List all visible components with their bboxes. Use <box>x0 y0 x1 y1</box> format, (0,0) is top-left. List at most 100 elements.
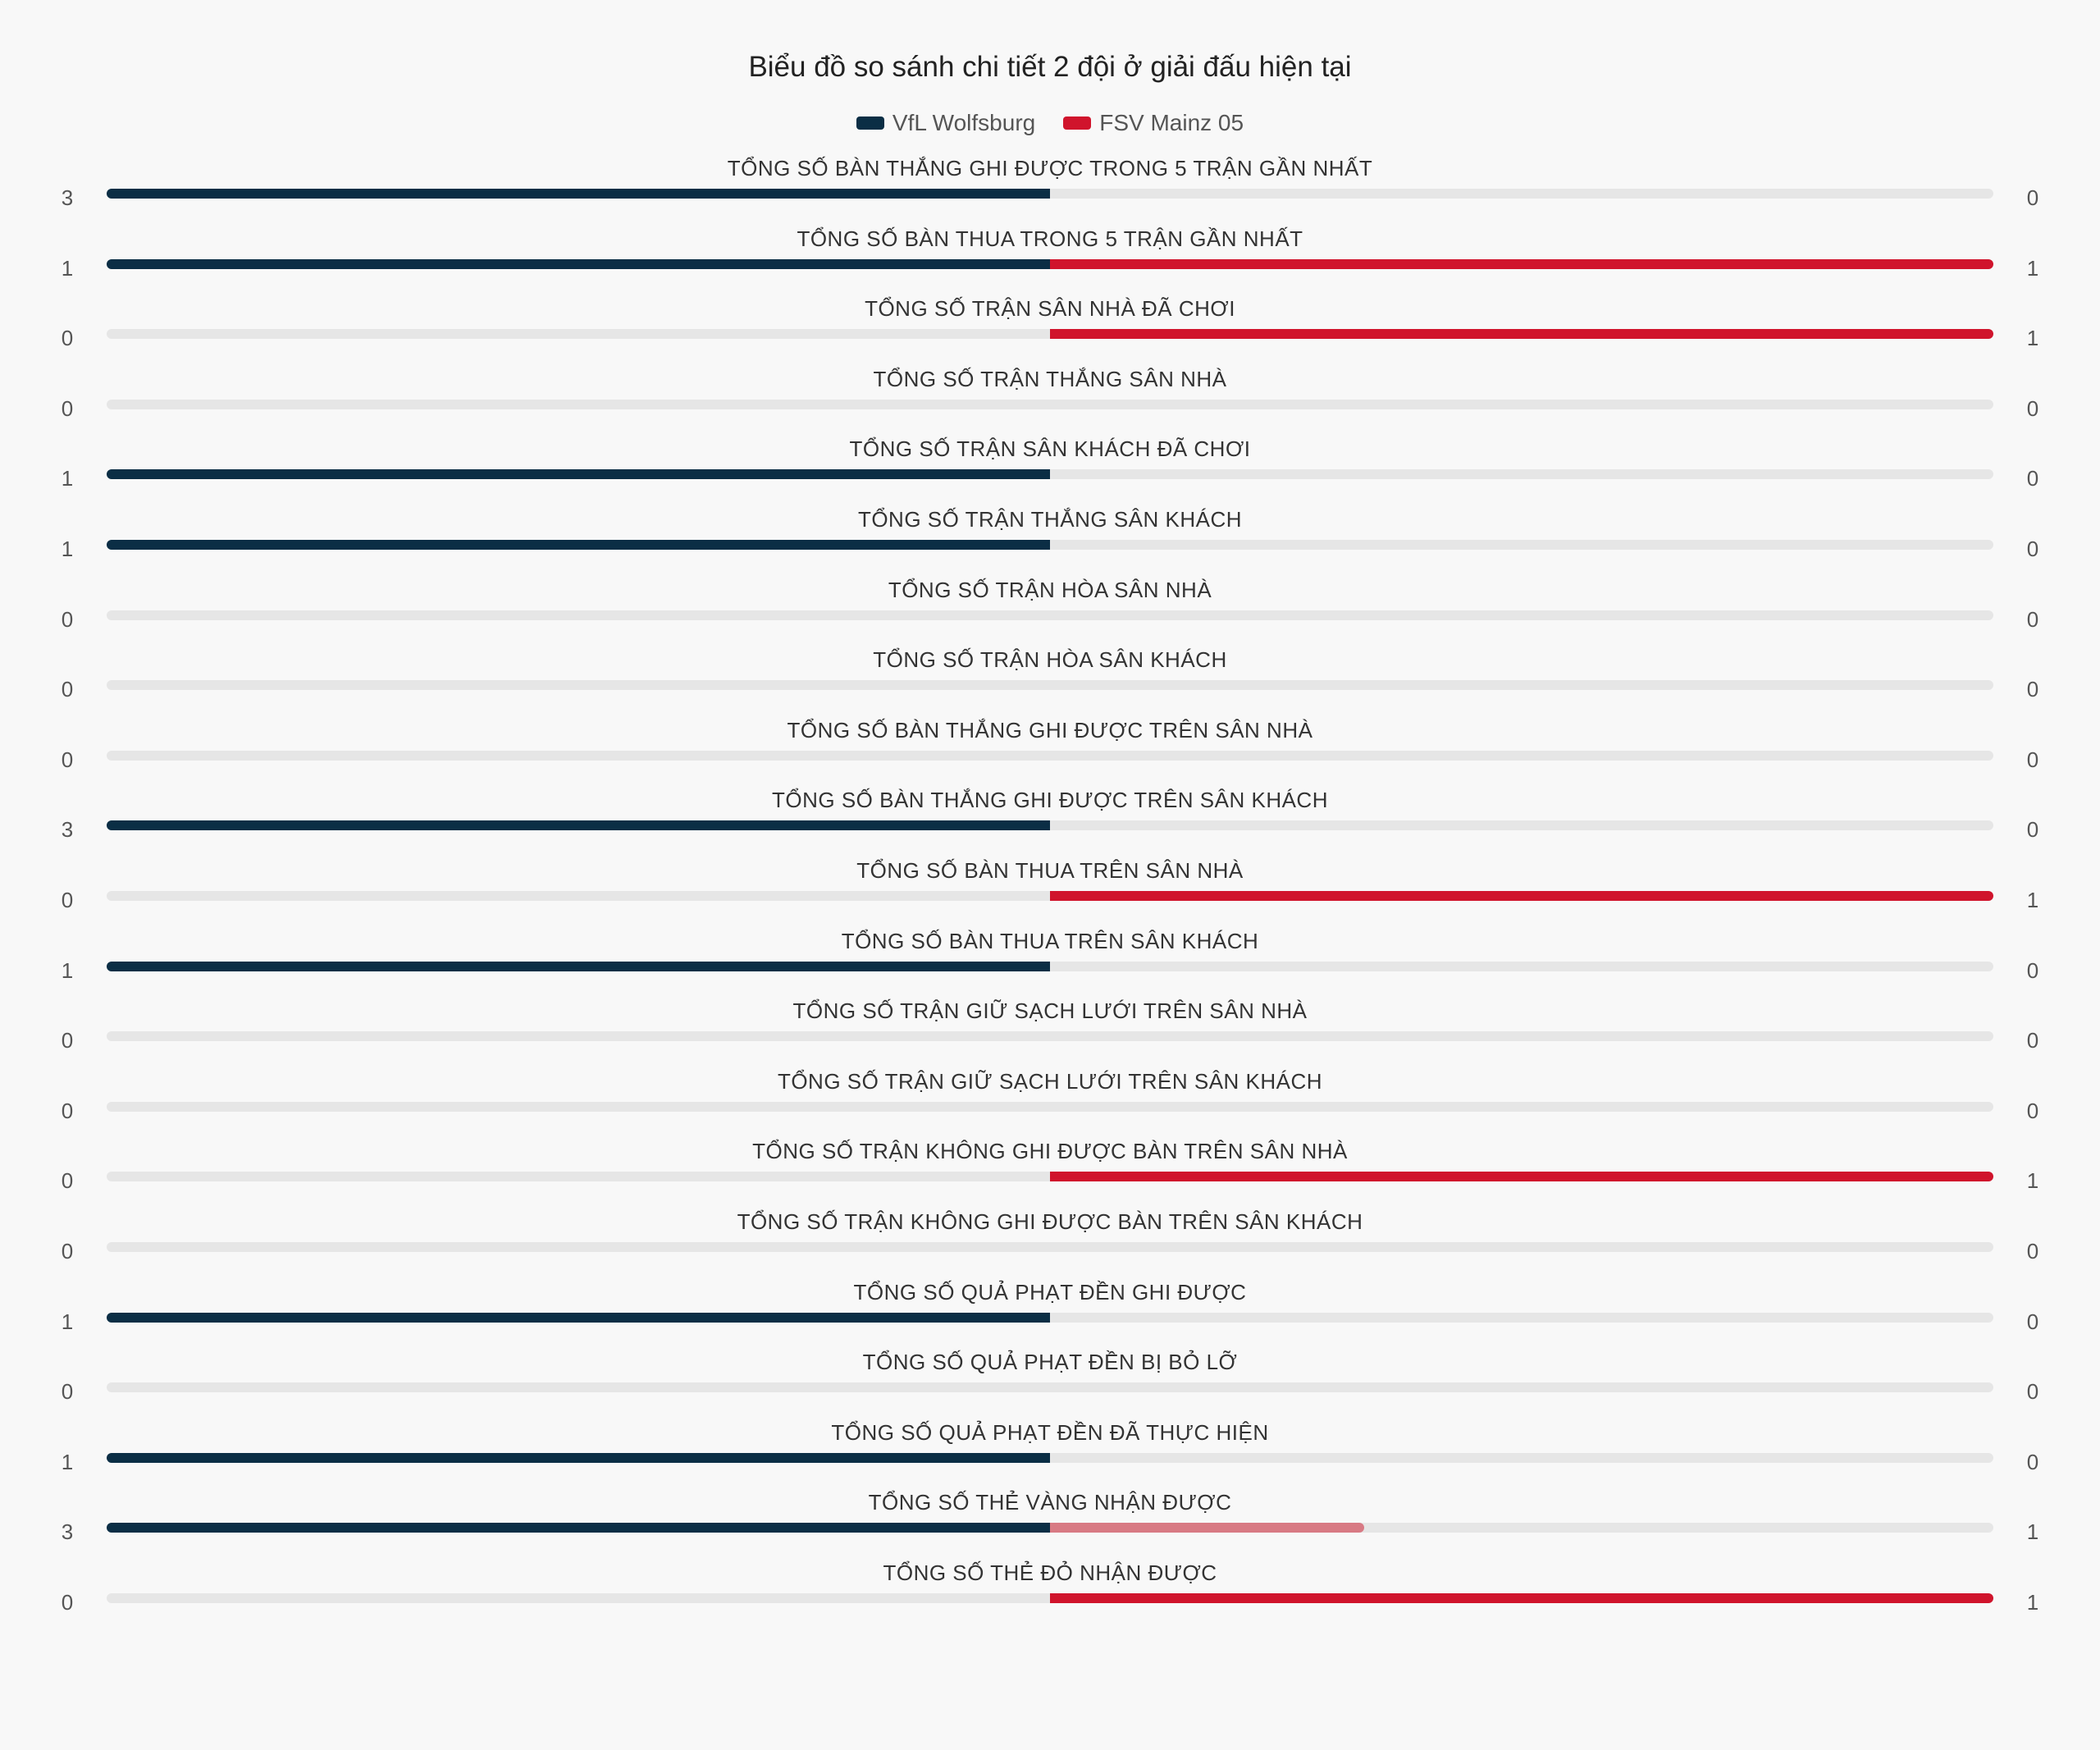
wolfsburg-bar[interactable] <box>107 1523 1050 1533</box>
wolfsburg-value: 3 <box>61 817 74 842</box>
mainz-value: 0 <box>2026 1239 2039 1263</box>
mainz-bar[interactable] <box>1050 891 1993 901</box>
mainz-value: 0 <box>2026 1379 2039 1404</box>
legend: VfL Wolfsburg FSV Mainz 05 <box>0 110 2100 136</box>
comparison-row: TỔNG SỐ THẺ VÀNG NHẬN ĐƯỢC 3 1 <box>0 1490 2100 1560</box>
legend-item-wolfsburg[interactable]: VfL Wolfsburg <box>856 110 1035 136</box>
wolfsburg-value: 1 <box>61 958 74 983</box>
mainz-value: 0 <box>2026 607 2039 632</box>
bar-track <box>107 1102 1993 1112</box>
row-label: TỔNG SỐ QUẢ PHẠT ĐỀN BỊ BỎ LỠ <box>862 1350 1238 1374</box>
mainz-value: 0 <box>2026 747 2039 772</box>
mainz-value: 0 <box>2026 817 2039 842</box>
row-label: TỔNG SỐ BÀN THẮNG GHI ĐƯỢC TRÊN SÂN KHÁC… <box>771 788 1328 812</box>
wolfsburg-bar[interactable] <box>107 1313 1050 1323</box>
comparison-row: TỔNG SỐ TRẬN HÒA SÂN KHÁCH 0 0 <box>0 647 2100 718</box>
comparison-row: TỔNG SỐ BÀN THUA TRONG 5 TRẬN GẦN NHẤT 1 1 <box>0 226 2100 297</box>
mainz-value: 0 <box>2026 396 2039 421</box>
comparison-row: TỔNG SỐ QUẢ PHẠT ĐỀN GHI ĐƯỢC 1 0 <box>0 1280 2100 1350</box>
legend-item-mainz[interactable]: FSV Mainz 05 <box>1063 110 1244 136</box>
bar-track <box>107 469 1993 479</box>
comparison-row: TỔNG SỐ BÀN THUA TRÊN SÂN NHÀ 0 1 <box>0 858 2100 929</box>
bar-track <box>107 259 1993 269</box>
row-label: TỔNG SỐ BÀN THUA TRÊN SÂN KHÁCH <box>841 929 1259 953</box>
row-label: TỔNG SỐ TRẬN HÒA SÂN NHÀ <box>888 578 1212 602</box>
bar-track <box>107 400 1993 409</box>
bar-track <box>107 1382 1993 1392</box>
row-label: TỔNG SỐ TRẬN KHÔNG GHI ĐƯỢC BÀN TRÊN SÂN… <box>752 1139 1348 1163</box>
row-label: TỔNG SỐ TRẬN THẮNG SÂN KHÁCH <box>857 507 1243 532</box>
mainz-bar[interactable] <box>1050 1593 1993 1603</box>
wolfsburg-value: 1 <box>61 1309 74 1334</box>
comparison-row: TỔNG SỐ TRẬN THẮNG SÂN NHÀ 0 0 <box>0 367 2100 437</box>
comparison-row: TỔNG SỐ BÀN THẮNG GHI ĐƯỢC TRONG 5 TRẬN … <box>0 156 2100 226</box>
comparison-row: TỔNG SỐ TRẬN KHÔNG GHI ĐƯỢC BÀN TRÊN SÂN… <box>0 1139 2100 1209</box>
comparison-row: TỔNG SỐ QUẢ PHẠT ĐỀN BỊ BỎ LỠ 0 0 <box>0 1350 2100 1420</box>
mainz-value: 0 <box>2026 1099 2039 1123</box>
row-label: TỔNG SỐ BÀN THUA TRÊN SÂN NHÀ <box>856 858 1244 883</box>
bar-track <box>107 540 1993 550</box>
legend-label-wolfsburg: VfL Wolfsburg <box>892 110 1036 135</box>
comparison-row: TỔNG SỐ TRẬN THẮNG SÂN KHÁCH 1 0 <box>0 507 2100 578</box>
mainz-bar[interactable] <box>1050 1172 1993 1181</box>
bar-track <box>107 329 1993 339</box>
wolfsburg-bar[interactable] <box>107 820 1050 830</box>
wolfsburg-value: 0 <box>61 1168 74 1193</box>
row-label: TỔNG SỐ TRẬN SÂN KHÁCH ĐÃ CHƠI <box>849 436 1251 461</box>
bar-track <box>107 610 1993 620</box>
mainz-value: 0 <box>2026 1450 2039 1474</box>
comparison-row: TỔNG SỐ TRẬN KHÔNG GHI ĐƯỢC BÀN TRÊN SÂN… <box>0 1209 2100 1280</box>
wolfsburg-value: 0 <box>61 1099 74 1123</box>
mainz-value: 0 <box>2026 677 2039 701</box>
row-label: TỔNG SỐ BÀN THẮNG GHI ĐƯỢC TRONG 5 TRẬN … <box>727 156 1373 180</box>
comparison-row: TỔNG SỐ TRẬN GIỮ SẠCH LƯỚI TRÊN SÂN NHÀ 0… <box>0 998 2100 1069</box>
mainz-bar[interactable] <box>1050 259 1993 269</box>
wolfsburg-bar[interactable] <box>107 540 1050 550</box>
row-label: TỔNG SỐ TRẬN KHÔNG GHI ĐƯỢC BÀN TRÊN SÂN… <box>737 1209 1363 1234</box>
bar-track <box>107 1593 1993 1603</box>
wolfsburg-bar[interactable] <box>107 259 1050 269</box>
comparison-row: TỔNG SỐ TRẬN SÂN KHÁCH ĐÃ CHƠI 1 0 <box>0 436 2100 507</box>
wolfsburg-value: 0 <box>61 396 74 421</box>
wolfsburg-value: 1 <box>61 466 74 491</box>
wolfsburg-value: 0 <box>61 677 74 701</box>
wolfsburg-value: 1 <box>61 256 74 281</box>
bar-track <box>107 189 1993 199</box>
mainz-value: 0 <box>2026 1028 2039 1053</box>
mainz-value: 0 <box>2026 185 2039 210</box>
wolfsburg-value: 1 <box>61 537 74 561</box>
comparison-row: TỔNG SỐ BÀN THUA TRÊN SÂN KHÁCH 1 0 <box>0 929 2100 999</box>
row-label: TỔNG SỐ QUẢ PHẠT ĐỀN ĐÃ THỰC HIỆN <box>831 1420 1269 1445</box>
comparison-row: TỔNG SỐ TRẬN SÂN NHÀ ĐÃ CHƠI 0 1 <box>0 296 2100 367</box>
wolfsburg-value: 0 <box>61 607 74 632</box>
wolfsburg-bar[interactable] <box>107 189 1050 199</box>
mainz-bar[interactable] <box>1050 1523 1365 1533</box>
bar-track <box>107 820 1993 830</box>
wolfsburg-bar[interactable] <box>107 469 1050 479</box>
bar-track <box>107 962 1993 971</box>
row-label: TỔNG SỐ QUẢ PHẠT ĐỀN GHI ĐƯỢC <box>853 1280 1247 1305</box>
row-label: TỔNG SỐ THẺ VÀNG NHẬN ĐƯỢC <box>868 1490 1232 1515</box>
mainz-value: 1 <box>2026 326 2039 350</box>
legend-label-mainz: FSV Mainz 05 <box>1099 110 1244 135</box>
comparison-row: TỔNG SỐ BÀN THẮNG GHI ĐƯỢC TRÊN SÂN KHÁC… <box>0 788 2100 858</box>
wolfsburg-bar[interactable] <box>107 962 1050 971</box>
mainz-value: 1 <box>2026 1590 2039 1615</box>
mainz-value: 1 <box>2026 888 2039 912</box>
wolfsburg-bar[interactable] <box>107 1453 1050 1463</box>
bar-track <box>107 1313 1993 1323</box>
bar-track <box>107 751 1993 761</box>
mainz-bar[interactable] <box>1050 329 1993 339</box>
row-label: TỔNG SỐ TRẬN HÒA SÂN KHÁCH <box>873 647 1227 672</box>
mainz-value: 0 <box>2026 958 2039 983</box>
row-label: TỔNG SỐ TRẬN SÂN NHÀ ĐÃ CHƠI <box>865 296 1235 321</box>
wolfsburg-value: 3 <box>61 1519 74 1544</box>
comparison-row: TỔNG SỐ BÀN THẮNG GHI ĐƯỢC TRÊN SÂN NHÀ 0… <box>0 718 2100 788</box>
bar-track <box>107 1523 1993 1533</box>
mainz-value: 0 <box>2026 466 2039 491</box>
mainz-value: 1 <box>2026 1168 2039 1193</box>
wolfsburg-value: 0 <box>61 1239 74 1263</box>
mainz-value: 1 <box>2026 256 2039 281</box>
legend-swatch-mainz <box>1063 117 1092 130</box>
row-label: TỔNG SỐ BÀN THUA TRONG 5 TRẬN GẦN NHẤT <box>797 226 1303 251</box>
